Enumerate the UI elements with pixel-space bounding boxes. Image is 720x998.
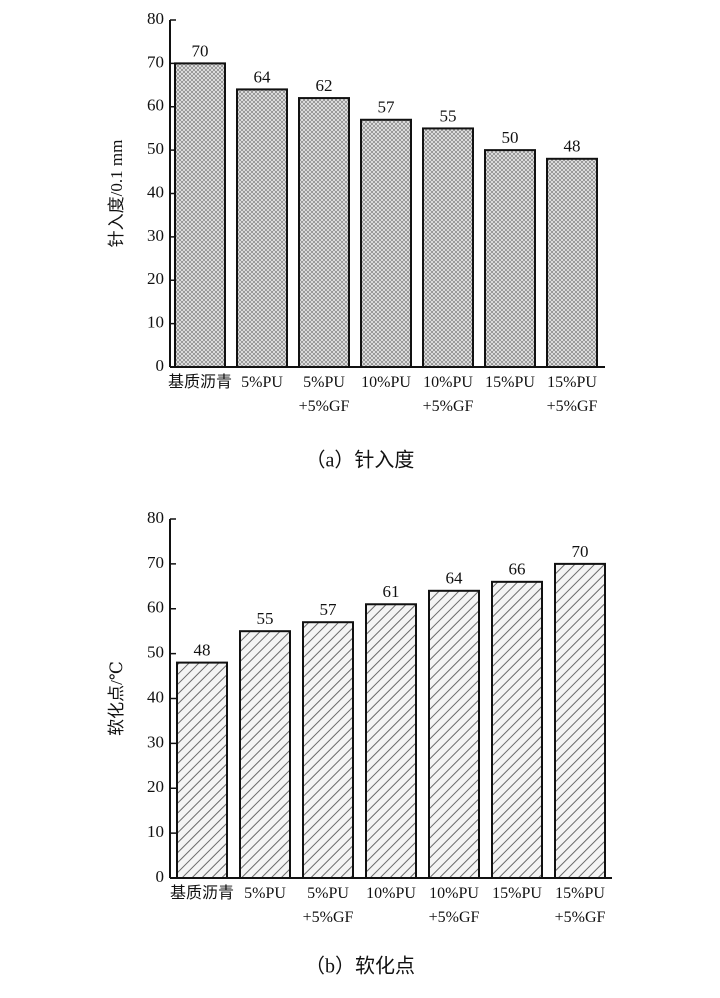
value-label: 62 — [316, 76, 333, 95]
value-label: 70 — [572, 542, 589, 561]
bar — [422, 127, 474, 368]
x-tick-label: 5%PU +5%GF — [298, 374, 350, 415]
value-label: 64 — [254, 67, 272, 86]
bar — [428, 589, 480, 879]
bar — [302, 621, 354, 880]
bar — [176, 661, 228, 879]
bar — [491, 580, 543, 879]
y-tick-label: 60 — [147, 598, 164, 617]
x-tick-label: 15%PU — [492, 885, 542, 902]
y-tick-label: 30 — [147, 732, 164, 751]
y-tick-label: 40 — [147, 687, 164, 706]
y-tick-label: 70 — [147, 553, 164, 572]
x-tick-label: 5%PU — [244, 885, 286, 902]
bar — [236, 88, 288, 369]
x-tick-label: 基质沥青 — [167, 374, 232, 391]
bar — [360, 118, 412, 368]
y-axis-label: 软化点/℃ — [107, 661, 126, 736]
y-tick-label: 50 — [147, 643, 164, 662]
y-tick-label: 50 — [147, 139, 164, 158]
value-label: 50 — [502, 128, 519, 147]
y-tick-label: 80 — [147, 508, 164, 527]
y-tick-label: 0 — [156, 867, 165, 886]
value-label: 55 — [440, 106, 457, 125]
x-tick-label: 15%PU — [485, 374, 535, 391]
x-tick-label: 15%PU +5%GF — [546, 374, 598, 415]
value-label: 55 — [257, 609, 274, 628]
x-tick-label: 10%PU +5%GF — [428, 885, 480, 926]
y-tick-label: 0 — [156, 356, 165, 375]
caption: （a）针入度 — [306, 449, 415, 472]
bar — [365, 603, 417, 879]
y-tick-label: 70 — [147, 52, 164, 71]
value-label: 64 — [446, 569, 464, 588]
y-tick-label: 80 — [147, 9, 164, 28]
x-tick-label: 5%PU +5%GF — [302, 885, 354, 926]
bar — [484, 149, 536, 368]
y-tick-label: 20 — [147, 269, 164, 288]
bar — [298, 97, 350, 368]
x-tick-label: 10%PU — [361, 374, 411, 391]
y-axis-label: 针入度/0.1 mm — [107, 140, 126, 248]
y-tick-label: 30 — [147, 226, 164, 245]
caption: （b）软化点 — [305, 955, 415, 978]
bar — [554, 562, 606, 879]
y-tick-label: 40 — [147, 182, 164, 201]
value-label: 66 — [509, 560, 526, 579]
bar — [174, 62, 226, 368]
value-label: 48 — [564, 137, 581, 156]
y-tick-label: 10 — [147, 822, 164, 841]
x-tick-label: 基质沥青 — [169, 885, 234, 902]
bar — [546, 157, 598, 368]
x-tick-label: 10%PU +5%GF — [422, 374, 474, 415]
value-label: 48 — [194, 641, 211, 660]
value-label: 57 — [378, 98, 396, 117]
x-tick-label: 5%PU — [241, 374, 283, 391]
value-label: 70 — [192, 41, 209, 60]
x-tick-label: 15%PU +5%GF — [554, 885, 606, 926]
bar — [239, 630, 291, 879]
value-label: 57 — [320, 600, 338, 619]
x-tick-label: 10%PU — [366, 885, 416, 902]
y-tick-label: 20 — [147, 777, 164, 796]
y-tick-label: 60 — [147, 96, 164, 115]
y-tick-label: 10 — [147, 313, 164, 332]
value-label: 61 — [383, 582, 400, 601]
